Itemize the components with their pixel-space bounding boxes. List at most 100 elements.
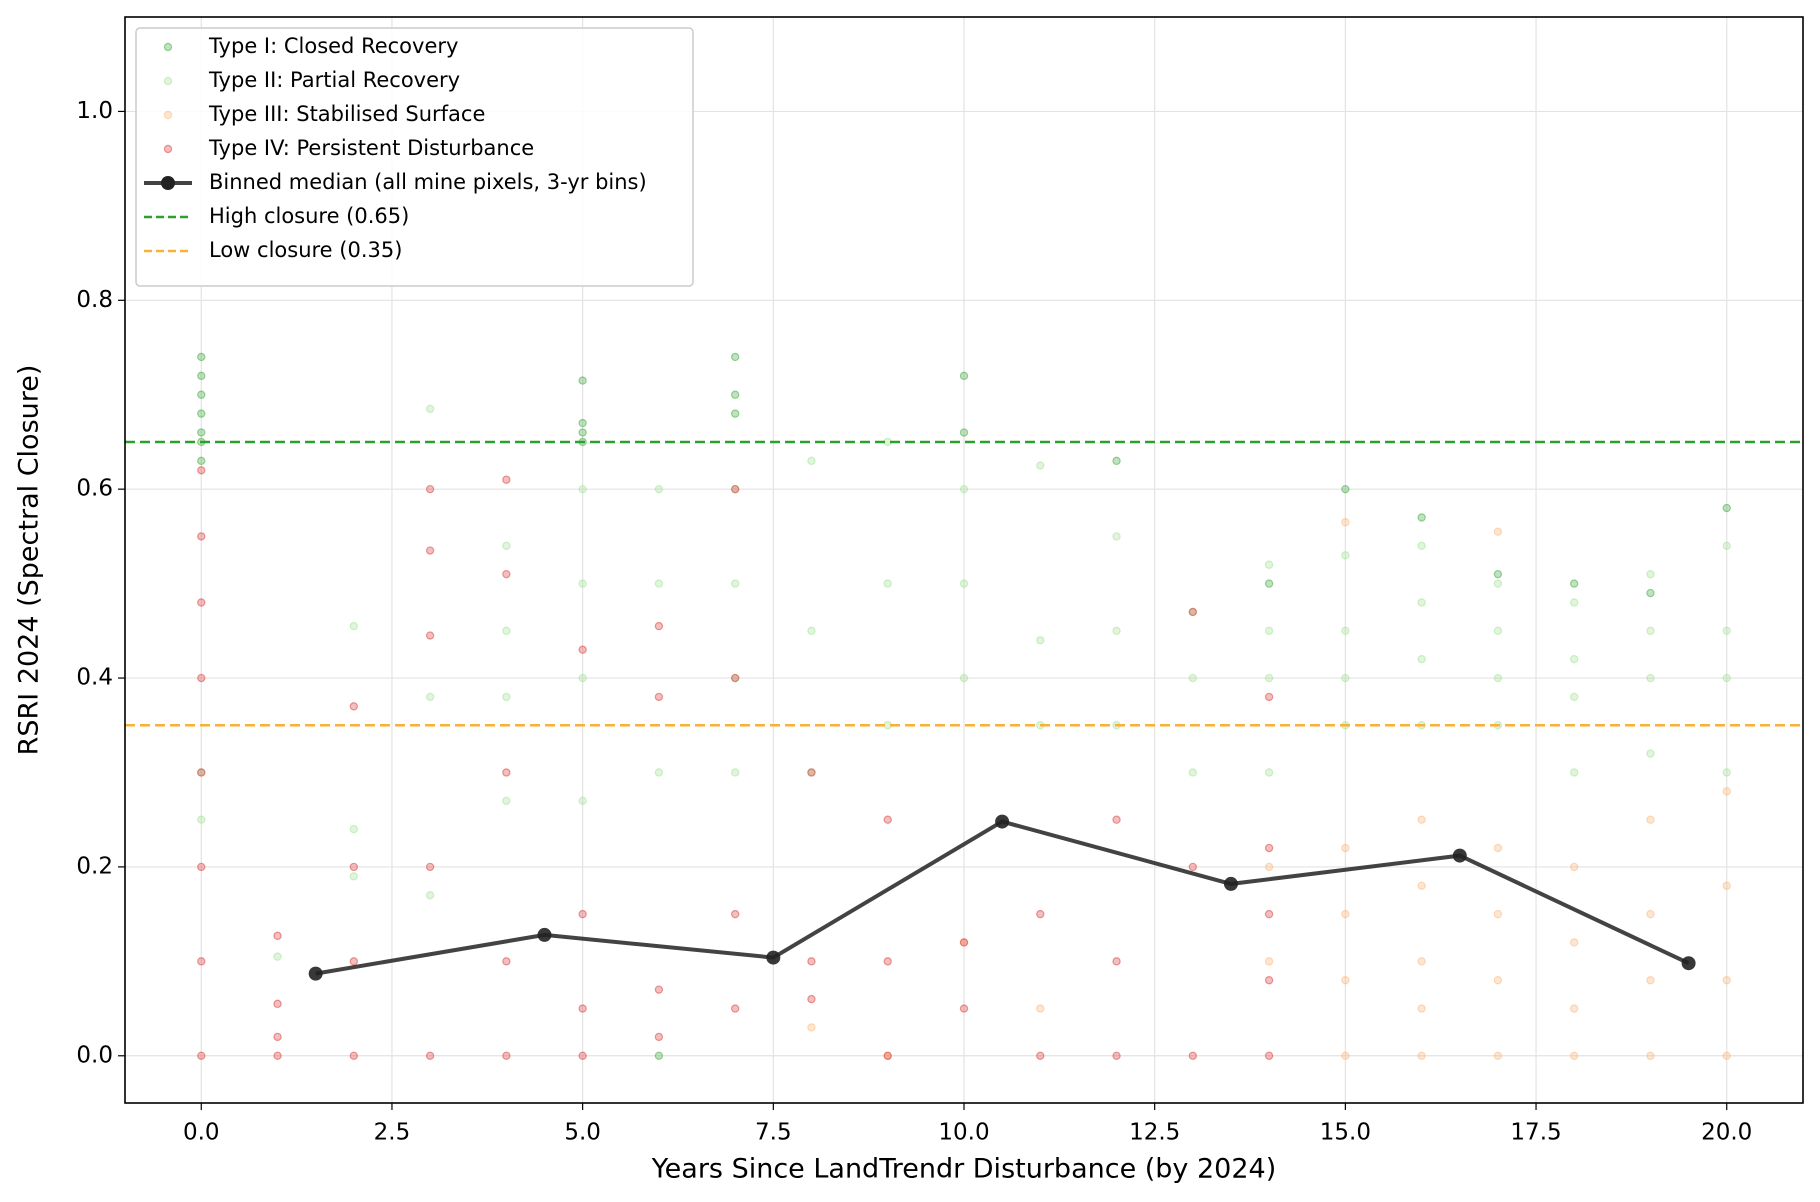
- point: [1722, 976, 1731, 985]
- point: [730, 673, 740, 683]
- point: [502, 957, 511, 966]
- point: [197, 352, 206, 362]
- point: [1569, 862, 1579, 872]
- point: [1341, 673, 1350, 683]
- point: [959, 673, 969, 683]
- point: [1341, 1051, 1350, 1060]
- point: [1341, 976, 1350, 985]
- point: [273, 1032, 282, 1042]
- point: [578, 645, 587, 654]
- y-tick-label: 0.2: [76, 853, 113, 879]
- point: [502, 796, 511, 806]
- point: [654, 768, 664, 777]
- point: [425, 546, 435, 555]
- median-point: [308, 966, 323, 981]
- x-tick-label: 17.5: [1510, 1120, 1561, 1146]
- point: [1417, 598, 1426, 607]
- point: [1417, 541, 1426, 551]
- legend-label: Type IV: Persistent Disturbance: [208, 136, 534, 160]
- point: [883, 1051, 892, 1060]
- point: [197, 862, 206, 872]
- point: [578, 428, 587, 437]
- point: [730, 579, 740, 588]
- legend-label: Low closure (0.35): [209, 238, 402, 262]
- point: [1569, 1051, 1579, 1060]
- point: [730, 390, 740, 399]
- point: [197, 371, 206, 381]
- point: [654, 692, 664, 702]
- legend-marker: [163, 76, 173, 86]
- point: [1493, 976, 1503, 985]
- legend-label: Type II: Partial Recovery: [208, 68, 460, 92]
- point: [1341, 518, 1350, 527]
- x-tick-label: 20.0: [1701, 1120, 1752, 1146]
- median-point: [1681, 956, 1696, 971]
- point: [1188, 607, 1198, 617]
- point: [730, 484, 740, 494]
- point: [807, 626, 816, 636]
- point: [197, 673, 206, 683]
- point: [1722, 626, 1731, 636]
- point: [197, 957, 206, 966]
- point: [730, 352, 740, 362]
- point: [1264, 843, 1274, 853]
- point: [1417, 1051, 1426, 1060]
- point: [349, 824, 359, 834]
- point: [273, 952, 282, 961]
- y-tick-label: 0.8: [76, 287, 113, 313]
- point: [1646, 815, 1655, 824]
- median-line: [315, 819, 1690, 976]
- point: [883, 579, 892, 588]
- point: [1493, 909, 1503, 919]
- point: [1112, 815, 1121, 824]
- point: [959, 579, 969, 588]
- point: [1493, 673, 1503, 683]
- point: [1646, 588, 1655, 598]
- point: [273, 931, 282, 941]
- point: [1722, 673, 1731, 683]
- point: [578, 909, 587, 919]
- point: [1722, 881, 1731, 891]
- point: [425, 862, 435, 872]
- point: [197, 532, 206, 541]
- point: [197, 466, 206, 475]
- point: [197, 815, 206, 824]
- point: [1036, 461, 1045, 470]
- point: [654, 579, 664, 588]
- point: [959, 938, 969, 947]
- point: [1341, 484, 1350, 494]
- point: [1112, 1051, 1121, 1060]
- point: [1264, 909, 1274, 919]
- point: [1417, 513, 1426, 522]
- point: [1112, 957, 1121, 966]
- point: [730, 409, 740, 418]
- x-tick-label: 15.0: [1320, 1120, 1371, 1146]
- x-tick-label: 10.0: [938, 1120, 989, 1146]
- point: [578, 579, 587, 588]
- point: [654, 1051, 664, 1060]
- median-point: [766, 950, 781, 965]
- point: [502, 692, 511, 702]
- point: [807, 768, 816, 777]
- point: [1264, 1051, 1274, 1060]
- point: [1569, 692, 1579, 702]
- point: [883, 1051, 892, 1060]
- point: [807, 456, 816, 466]
- point: [959, 428, 969, 437]
- point: [959, 938, 969, 947]
- point: [1188, 862, 1198, 872]
- point: [1569, 598, 1579, 607]
- point: [502, 1051, 511, 1060]
- point: [1493, 1051, 1503, 1060]
- point: [349, 862, 359, 872]
- point: [1722, 787, 1731, 796]
- point: [1646, 749, 1655, 758]
- point: [1341, 551, 1350, 560]
- y-tick-label: 0.4: [76, 665, 113, 691]
- point: [1722, 541, 1731, 551]
- point: [654, 1032, 664, 1042]
- point: [502, 541, 511, 551]
- point: [425, 891, 435, 900]
- plot-frame: [124, 16, 1804, 1104]
- point: [1112, 456, 1121, 466]
